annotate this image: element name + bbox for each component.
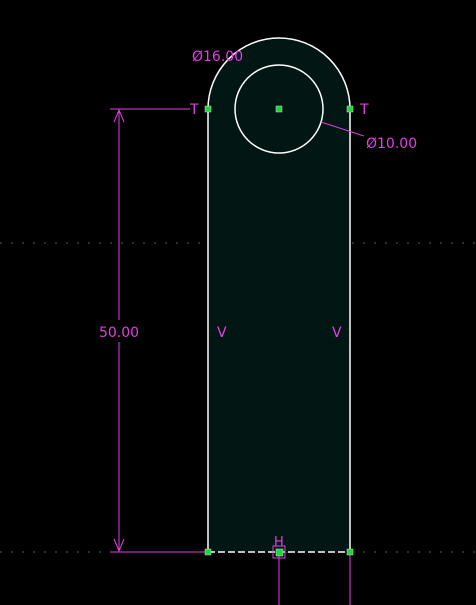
horizontal-constraint[interactable]: H xyxy=(274,535,284,550)
hole-diameter-label[interactable]: Ø10.00 xyxy=(366,136,417,152)
tangent-point-right[interactable] xyxy=(346,105,354,113)
vertical-constraint-right[interactable]: V xyxy=(332,325,342,341)
height-arrow-bottom xyxy=(113,538,125,553)
sketch-region[interactable] xyxy=(208,38,350,552)
arc-diameter-label[interactable]: Ø16.00 xyxy=(192,49,243,65)
tangent-constraint-left[interactable]: T xyxy=(189,102,199,118)
height-label-bg xyxy=(96,320,142,342)
midpoint-symbol-frame xyxy=(272,545,286,559)
corner-point-left[interactable] xyxy=(204,548,212,556)
hole-center-point[interactable] xyxy=(275,105,283,113)
tangent-constraint-right[interactable]: T xyxy=(359,102,369,118)
height-arrow-top xyxy=(113,108,125,123)
tangent-point-left[interactable] xyxy=(204,105,212,113)
hole-circle[interactable] xyxy=(234,64,324,154)
height-dimension-label[interactable]: 50.00 xyxy=(99,325,139,341)
vertical-constraint-left[interactable]: V xyxy=(217,325,227,341)
bottom-midpoint[interactable] xyxy=(275,548,284,557)
top-arc[interactable] xyxy=(207,37,351,110)
corner-point-right[interactable] xyxy=(346,548,354,556)
hole-diameter-leader xyxy=(320,121,365,137)
